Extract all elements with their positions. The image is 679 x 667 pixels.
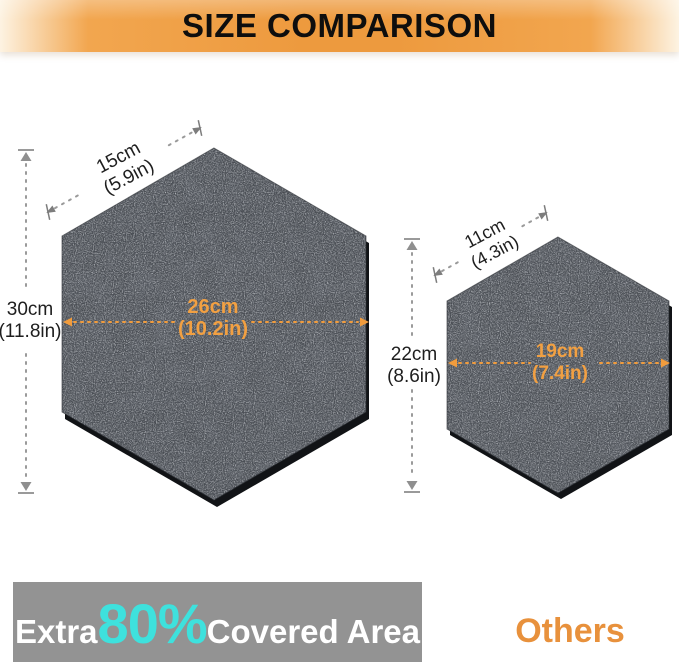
small-width-cm: 19cm	[535, 341, 585, 362]
dimension-arrow-up-icon	[20, 152, 32, 161]
width-arrow-left-icon	[63, 317, 72, 327]
small-height-dimension-line	[404, 238, 420, 493]
dimension-arrow-down-icon	[20, 482, 32, 491]
page-title: SIZE COMPARISON	[182, 7, 497, 44]
dimension-arrow-up-icon	[406, 241, 418, 250]
large-height-cm: 30cm	[6, 299, 54, 320]
small-width-label: 19cm (7.4in)	[500, 341, 620, 385]
percent-label: 80%	[97, 592, 208, 655]
dimension-arrow-icon	[192, 127, 202, 135]
large-width-label: 26cm (10.2in)	[153, 296, 273, 340]
small-height-cm: 22cm	[390, 344, 438, 365]
others-label: Others	[515, 612, 625, 650]
large-height-dimension-line	[18, 149, 34, 494]
large-panel-outline	[61, 147, 367, 501]
small-panel-outline	[446, 236, 670, 494]
extra-label: Extra	[14, 613, 98, 650]
large-height-label: 30cm (11.8in)	[0, 299, 62, 343]
large-edge-dimension-line	[45, 120, 203, 220]
title-banner: SIZE COMPARISON	[0, 0, 679, 52]
small-width-dimension-line	[448, 358, 670, 368]
covered-area-label: Covered Area	[206, 613, 421, 650]
small-width-in: (7.4in)	[532, 363, 588, 384]
large-width-dimension-line	[63, 317, 369, 327]
small-height-label: 22cm (8.6in)	[382, 344, 446, 388]
large-panel	[61, 147, 369, 507]
small-edge-dimension-line	[432, 205, 549, 283]
width-arrow-left-icon	[448, 358, 457, 368]
small-panel	[446, 236, 672, 499]
width-arrow-right-icon	[661, 358, 670, 368]
dimension-arrow-icon	[46, 205, 56, 213]
large-width-in: (10.2in)	[177, 318, 249, 340]
width-arrow-right-icon	[360, 317, 369, 327]
dimension-arrow-down-icon	[406, 481, 418, 490]
dimension-arrow-icon	[433, 268, 443, 276]
small-height-in: (8.6in)	[387, 366, 441, 387]
footer-highlight-bar: Extra 80% Covered Area	[13, 582, 422, 662]
dimension-arrow-icon	[538, 212, 548, 220]
large-height-in: (11.8in)	[0, 321, 62, 342]
large-width-cm: 26cm	[187, 296, 239, 318]
